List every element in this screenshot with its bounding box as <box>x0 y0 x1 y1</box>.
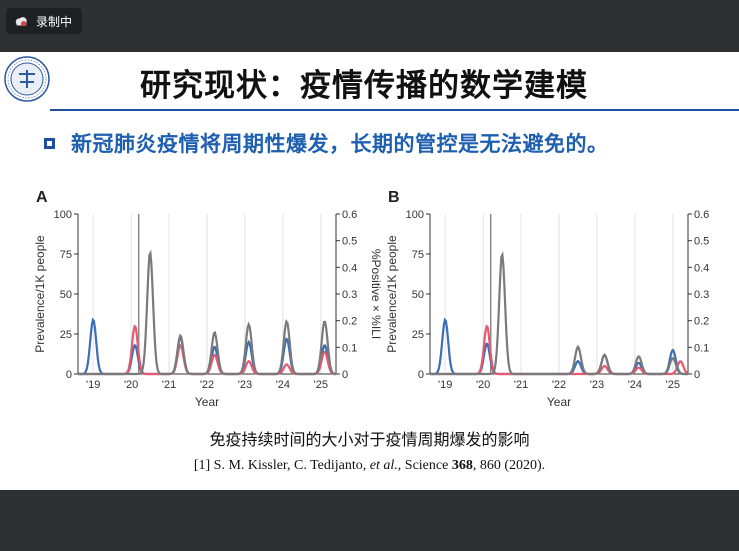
panel-label: A <box>36 189 48 206</box>
series-line <box>430 250 688 376</box>
reference-journal: , Science <box>397 458 452 473</box>
title-divider <box>50 109 739 111</box>
figure-panels: A '19 '20 '21 '22 '23 '24 '25 0 25 50 75 100 0 0.1 0.2 0… <box>33 189 709 409</box>
y-tick-label: 50 <box>412 289 424 301</box>
y2-tick-label: 0 <box>694 369 700 381</box>
y2-tick-label: 0.3 <box>342 289 357 301</box>
y-tick-label: 50 <box>60 289 72 301</box>
y2-tick-label: 0.5 <box>694 236 709 248</box>
y-tick-label: 25 <box>60 329 72 341</box>
bottom-bar <box>0 490 739 551</box>
y2-tick-label: 0 <box>342 369 348 381</box>
x-tick-label: '20 <box>124 379 138 391</box>
x-axis-label: Year <box>547 395 571 409</box>
x-tick-label: '19 <box>438 379 452 391</box>
x-tick-label: '21 <box>514 379 528 391</box>
slide: 研究现状：疫情传播的数学建模 新冠肺炎疫情将周期性爆发，长期的管控是无法避免的。… <box>0 52 739 490</box>
reference-suffix: , 860 (2020). <box>472 458 546 473</box>
recording-label: 录制中 <box>36 14 73 29</box>
series-line <box>78 249 337 376</box>
y2-tick-label: 0.2 <box>342 316 357 328</box>
x-tick-label: '20 <box>476 379 490 391</box>
y-axis-label: Prevalence/1K people <box>385 235 399 353</box>
x-tick-label: '25 <box>666 379 680 391</box>
y2-tick-label: 0.3 <box>694 289 709 301</box>
y2-axis-label: %Positive × %ILI <box>369 249 383 339</box>
x-axis-label: Year <box>195 395 219 409</box>
slide-title: 研究现状：疫情传播的数学建模 <box>140 68 588 104</box>
x-tick-label: '25 <box>314 379 328 391</box>
reference: [1] S. M. Kissler, C. Tedijanto, et al.,… <box>0 458 739 474</box>
y2-tick-label: 0.5 <box>342 236 357 248</box>
y2-tick-label: 0.1 <box>694 342 709 354</box>
y-tick-label: 25 <box>412 329 424 341</box>
x-tick-label: '23 <box>238 379 252 391</box>
cloud-icon <box>15 17 27 27</box>
bullet-point: 新冠肺炎疫情将周期性爆发，长期的管控是无法避免的。 <box>44 128 609 158</box>
x-tick-label: '19 <box>86 379 100 391</box>
recording-indicator[interactable]: 录制中 <box>6 8 83 34</box>
x-tick-label: '23 <box>590 379 604 391</box>
y-tick-label: 100 <box>406 209 424 221</box>
reference-volume: 368 <box>451 458 473 473</box>
y2-tick-label: 0.6 <box>342 209 357 221</box>
x-tick-label: '24 <box>276 379 290 391</box>
y-tick-label: 100 <box>54 209 72 221</box>
top-bar: 录制中 <box>0 0 739 52</box>
y-axis-label: Prevalence/1K people <box>33 235 47 353</box>
y-tick-label: 0 <box>66 369 72 381</box>
panel-label: B <box>388 189 400 206</box>
y2-tick-label: 0.4 <box>694 262 709 274</box>
x-tick-label: '22 <box>552 379 566 391</box>
y2-tick-label: 0.2 <box>694 316 709 328</box>
bullet-text: 新冠肺炎疫情将周期性爆发，长期的管控是无法避免的。 <box>71 132 609 156</box>
figure-caption: 免疫持续时间的大小对于疫情周期爆发的影响 <box>209 430 530 449</box>
square-bullet-icon <box>44 137 55 149</box>
y-tick-label: 75 <box>412 249 424 261</box>
university-seal-icon <box>4 56 50 102</box>
reference-prefix: [1] S. M. Kissler, C. Tedijanto, <box>193 458 370 473</box>
y2-tick-label: 0.6 <box>694 209 709 221</box>
y-tick-label: 75 <box>60 249 72 261</box>
x-tick-label: '24 <box>628 379 642 391</box>
y2-tick-label: 0.4 <box>342 262 357 274</box>
y2-tick-label: 0.1 <box>342 342 357 354</box>
reference-etal: et al. <box>369 458 398 473</box>
y-tick-label: 0 <box>418 369 424 381</box>
x-tick-label: '21 <box>162 379 176 391</box>
x-tick-label: '22 <box>200 379 214 391</box>
